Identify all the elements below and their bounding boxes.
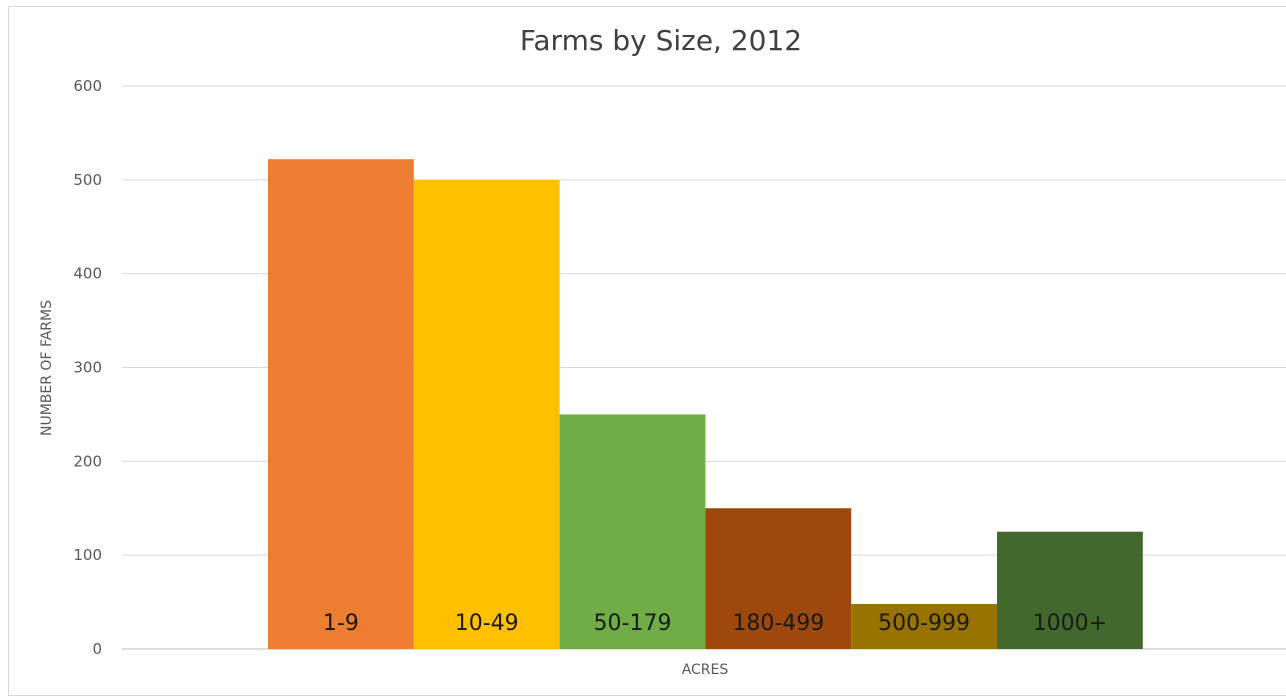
bar [559,414,706,649]
bar-category-label: 1000+ [1033,611,1107,636]
y-tick-labels: 0 100 200 300 400 500 600 [73,77,102,658]
chart-title: Farms by Size, 2012 [520,24,802,57]
bar [705,508,852,649]
bar-category-label: 50-179 [594,611,672,636]
bar [997,531,1143,649]
y-tick-label: 0 [92,640,102,658]
bar-category-label: 500-999 [878,611,970,636]
bar-category-label: 10-49 [455,611,519,636]
bar [268,159,414,649]
y-tick-label: 400 [73,265,102,283]
bars [268,159,1143,650]
x-axis-label: ACRES [682,662,729,678]
bar-category-label: 180-499 [732,611,824,636]
bar-category-labels: 1-9 10-49 50-179 180-499 500-999 1000+ [323,611,1107,636]
y-tick-label: 500 [73,171,102,189]
bar [851,603,997,649]
y-tick-label: 600 [73,77,102,95]
y-tick-label: 100 [73,546,102,564]
y-tick-label: 200 [73,452,102,470]
y-tick-label: 300 [73,359,102,377]
bar [413,179,560,650]
y-axis-label: NUMBER OF FARMS [39,300,55,436]
bar-category-label: 1-9 [323,611,359,636]
